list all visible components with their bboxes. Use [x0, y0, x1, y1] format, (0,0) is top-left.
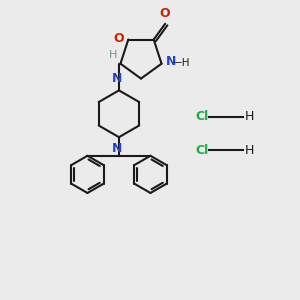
Text: O: O [113, 32, 124, 45]
Text: H: H [244, 110, 254, 124]
Text: Cl: Cl [195, 110, 208, 124]
Text: H: H [244, 143, 254, 157]
Text: O: O [160, 7, 170, 20]
Text: Cl: Cl [195, 143, 208, 157]
Text: N: N [112, 142, 123, 155]
Text: N: N [166, 55, 176, 68]
Text: −H: −H [174, 58, 190, 68]
Text: N: N [112, 72, 123, 85]
Text: H: H [109, 50, 117, 60]
